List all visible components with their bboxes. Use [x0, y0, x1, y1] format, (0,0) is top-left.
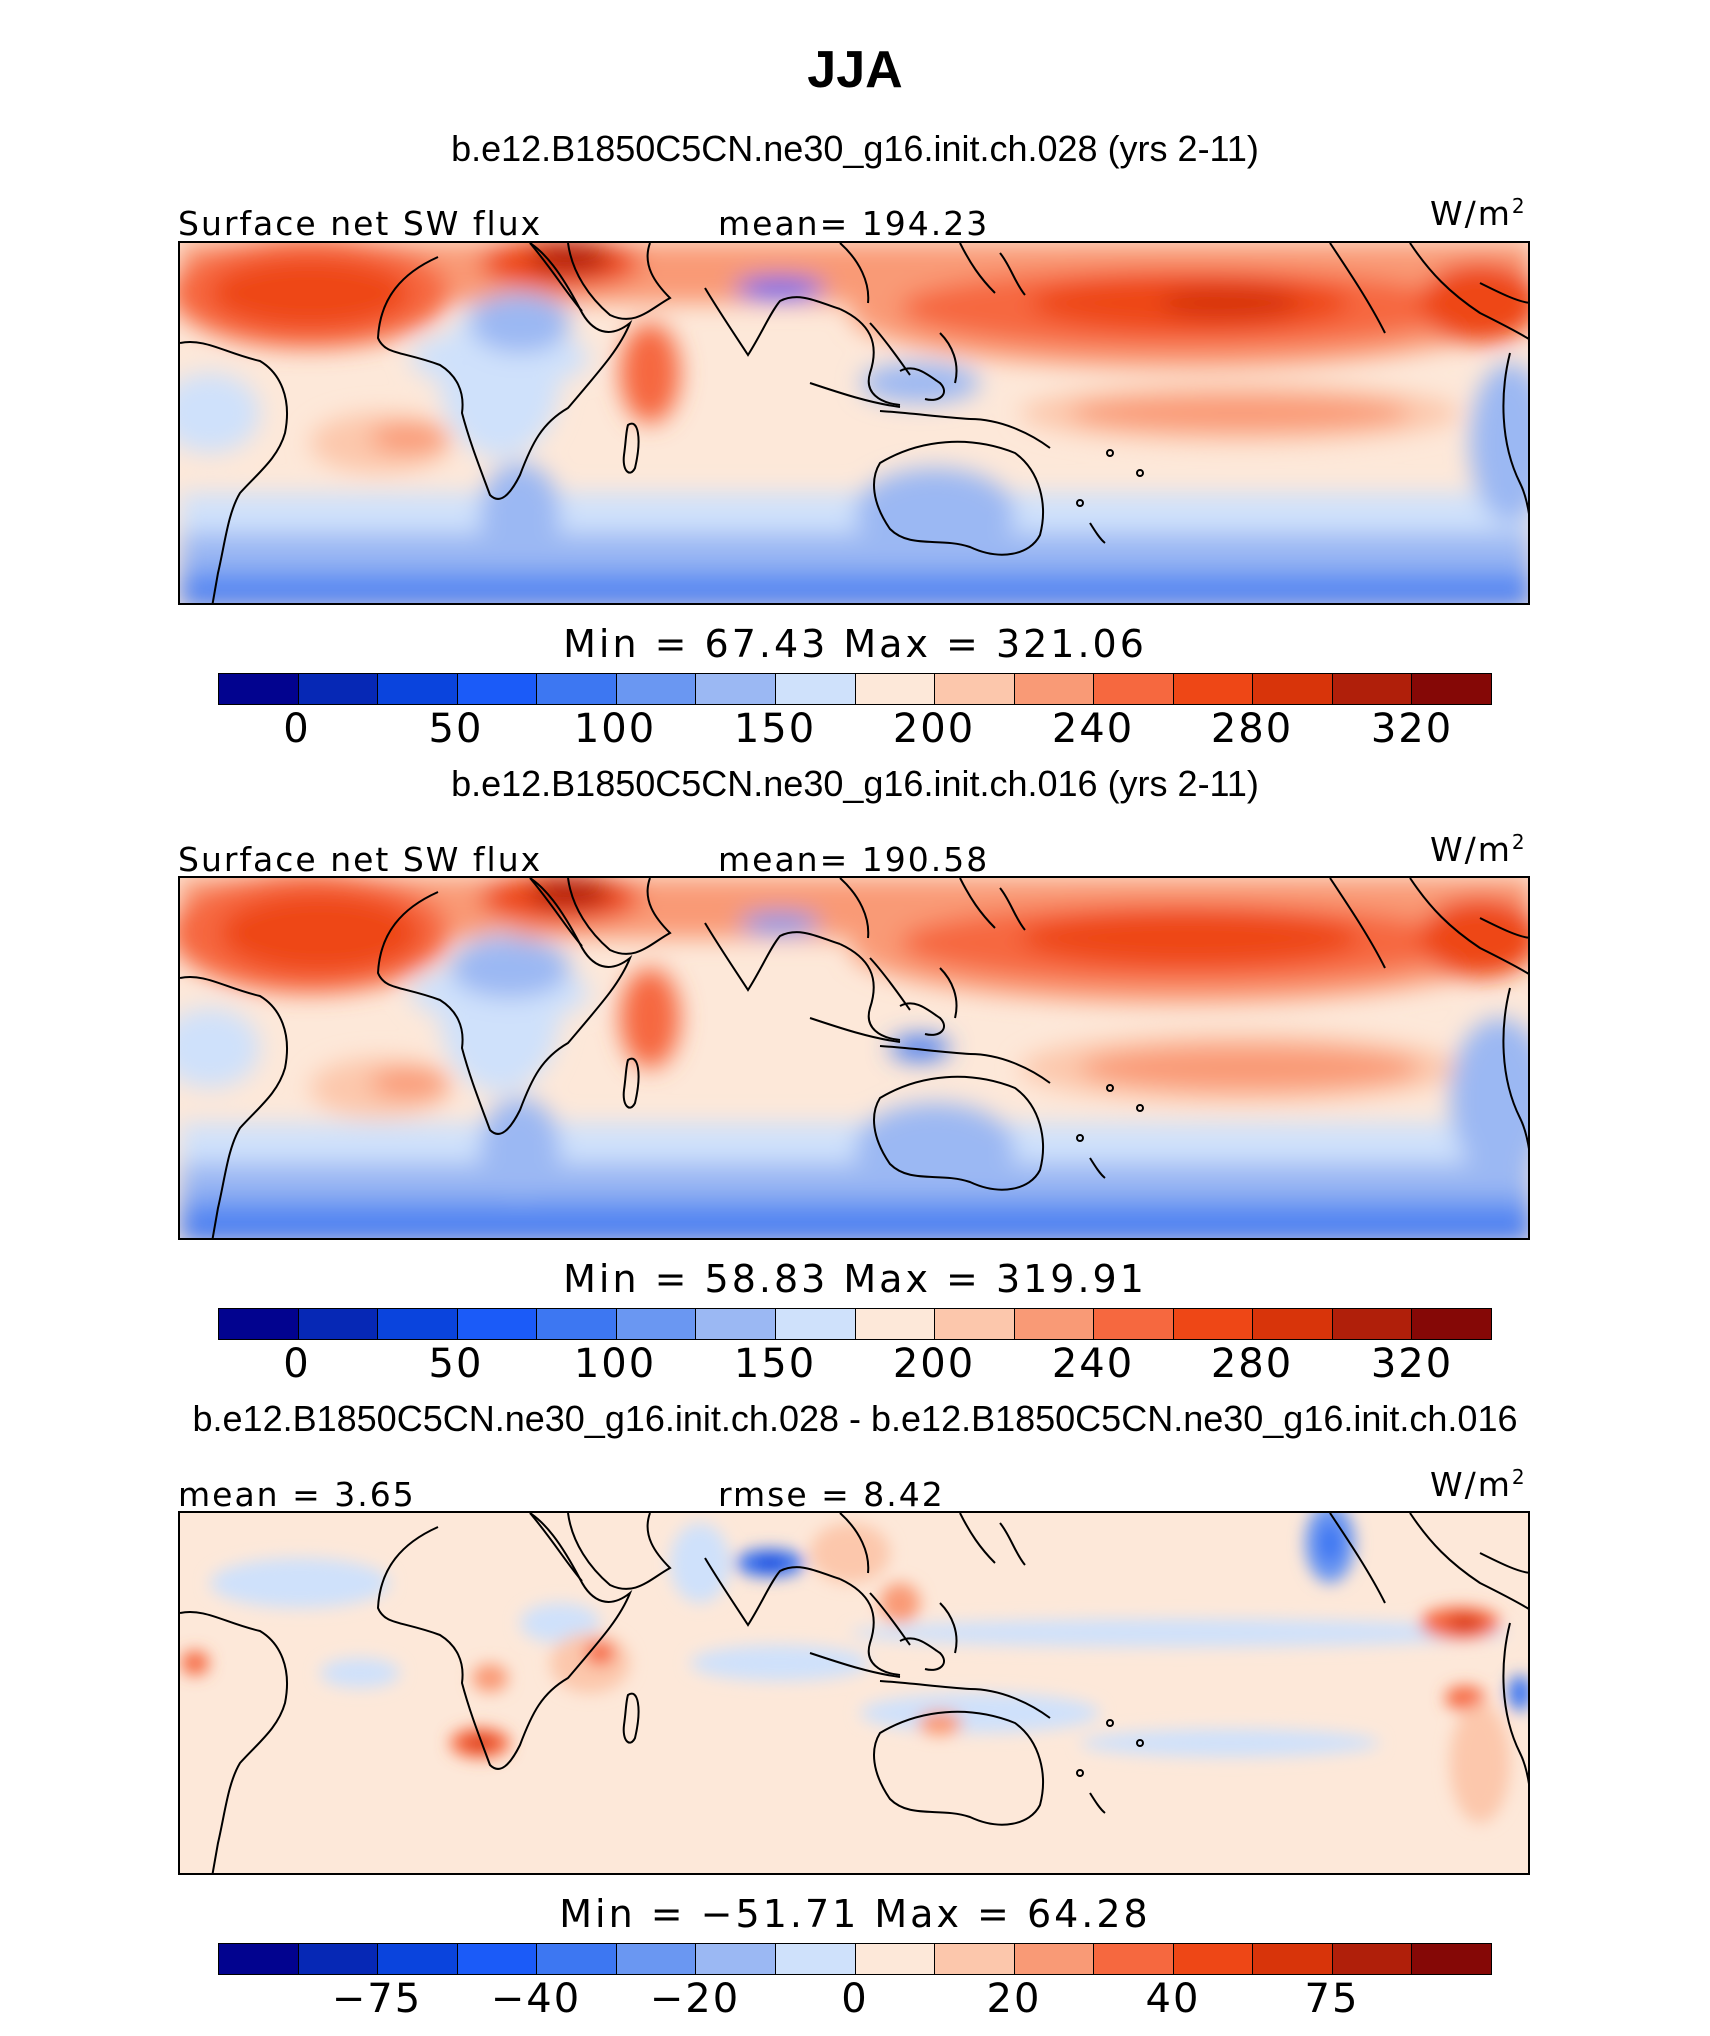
- panel1-tick: 320: [1370, 706, 1454, 752]
- colorbar-swatch: [935, 674, 1015, 704]
- panel2-tick: 0: [283, 1341, 311, 1387]
- panel1-colorbar: [218, 673, 1492, 705]
- colorbar-swatch: [457, 674, 538, 704]
- panel1-tick: 280: [1210, 706, 1294, 752]
- panel3-colorbar: [218, 1943, 1492, 1975]
- colorbar-swatch: [855, 1309, 936, 1339]
- colorbar-swatch: [1332, 1309, 1413, 1339]
- panel1-tick: 100: [573, 706, 657, 752]
- colorbar-swatch: [378, 674, 458, 704]
- colorbar-swatch: [457, 1309, 538, 1339]
- colorbar-swatch: [775, 674, 856, 704]
- panel1-map-field: [180, 243, 1528, 603]
- colorbar-swatch: [935, 1944, 1015, 1974]
- panel3-tick: −40: [490, 1976, 582, 2022]
- panel2-tick: 150: [733, 1341, 817, 1387]
- panel1-tick: 200: [892, 706, 976, 752]
- colorbar-swatch: [696, 674, 776, 704]
- panel1-mean-label: mean= 194.23: [718, 204, 990, 243]
- colorbar-swatch: [1412, 1944, 1491, 1974]
- panel2-tick: 100: [573, 1341, 657, 1387]
- colorbar-swatch: [775, 1944, 856, 1974]
- colorbar-swatch: [1014, 1309, 1095, 1339]
- panel2-units: W/m2: [1430, 830, 1527, 869]
- colorbar-swatch: [616, 1309, 697, 1339]
- colorbar-swatch: [1173, 1309, 1254, 1339]
- colorbar-swatch: [537, 1309, 617, 1339]
- colorbar-swatch: [935, 1309, 1015, 1339]
- colorbar-swatch: [1412, 674, 1491, 704]
- colorbar-swatch: [696, 1944, 776, 1974]
- colorbar-swatch: [298, 1309, 379, 1339]
- panel1-tick: 50: [428, 706, 484, 752]
- colorbar-swatch: [378, 1309, 458, 1339]
- colorbar-swatch: [1253, 1944, 1333, 1974]
- figure-title: JJA: [807, 41, 903, 99]
- colorbar-swatch: [1332, 1944, 1413, 1974]
- panel2-tick: 240: [1051, 1341, 1135, 1387]
- panel2-map-field: [180, 878, 1528, 1238]
- panel3-rmse-label: rmse = 8.42: [718, 1475, 945, 1514]
- colorbar-swatch: [1412, 1309, 1491, 1339]
- colorbar-swatch: [219, 674, 299, 704]
- panel3-tick: −75: [331, 1976, 423, 2022]
- panel2-tick: 320: [1370, 1341, 1454, 1387]
- panel3-tick: 40: [1145, 1976, 1201, 2022]
- panel1-units: W/m2: [1430, 194, 1527, 233]
- panel1-map: [178, 241, 1530, 605]
- panel2-mean-label: mean= 190.58: [718, 840, 990, 879]
- colorbar-swatch: [298, 674, 379, 704]
- colorbar-swatch: [537, 1944, 617, 1974]
- colorbar-swatch: [537, 674, 617, 704]
- panel3-mean-label: mean = 3.65: [178, 1475, 416, 1514]
- colorbar-swatch: [1173, 1944, 1254, 1974]
- panel1-tick: 240: [1051, 706, 1135, 752]
- panel2-tick: 280: [1210, 1341, 1294, 1387]
- colorbar-swatch: [775, 1309, 856, 1339]
- colorbar-swatch: [1173, 674, 1254, 704]
- colorbar-swatch: [855, 1944, 936, 1974]
- panel3-units: W/m2: [1430, 1465, 1527, 1504]
- colorbar-swatch: [1094, 674, 1174, 704]
- panel1-case-title: b.e12.B1850C5CN.ne30_g16.init.ch.028 (yr…: [451, 128, 1259, 169]
- colorbar-swatch: [616, 1944, 697, 1974]
- colorbar-swatch: [1094, 1944, 1174, 1974]
- panel2-variable-label: Surface net SW flux: [178, 840, 543, 879]
- panel3-minmax: Min = −51.71 Max = 64.28: [559, 1892, 1151, 1936]
- colorbar-swatch: [855, 674, 936, 704]
- panel1-tick: 0: [283, 706, 311, 752]
- colorbar-swatch: [1094, 1309, 1174, 1339]
- panel2-map: [178, 876, 1530, 1240]
- colorbar-swatch: [457, 1944, 538, 1974]
- colorbar-swatch: [616, 674, 697, 704]
- panel2-case-title: b.e12.B1850C5CN.ne30_g16.init.ch.016 (yr…: [451, 763, 1259, 804]
- colorbar-swatch: [1253, 1309, 1333, 1339]
- panel2-minmax: Min = 58.83 Max = 319.91: [563, 1257, 1147, 1301]
- panel3-tick: 20: [986, 1976, 1042, 2022]
- colorbar-swatch: [1014, 1944, 1095, 1974]
- panel3-case-title: b.e12.B1850C5CN.ne30_g16.init.ch.028 - b…: [192, 1398, 1518, 1439]
- panel1-variable-label: Surface net SW flux: [178, 204, 543, 243]
- colorbar-swatch: [1332, 674, 1413, 704]
- colorbar-swatch: [1014, 674, 1095, 704]
- panel3-map-field: [180, 1513, 1528, 1873]
- panel3-tick: 75: [1304, 1976, 1360, 2022]
- panel3-tick: −20: [649, 1976, 741, 2022]
- panel3-map: [178, 1511, 1530, 1875]
- colorbar-swatch: [696, 1309, 776, 1339]
- panel3-tick: 0: [841, 1976, 869, 2022]
- colorbar-swatch: [219, 1309, 299, 1339]
- colorbar-swatch: [219, 1944, 299, 1974]
- colorbar-swatch: [298, 1944, 379, 1974]
- panel1-minmax: Min = 67.43 Max = 321.06: [563, 622, 1147, 666]
- colorbar-swatch: [378, 1944, 458, 1974]
- panel1-tick: 150: [733, 706, 817, 752]
- panel2-colorbar: [218, 1308, 1492, 1340]
- panel2-tick: 200: [892, 1341, 976, 1387]
- colorbar-swatch: [1253, 674, 1333, 704]
- panel2-tick: 50: [428, 1341, 484, 1387]
